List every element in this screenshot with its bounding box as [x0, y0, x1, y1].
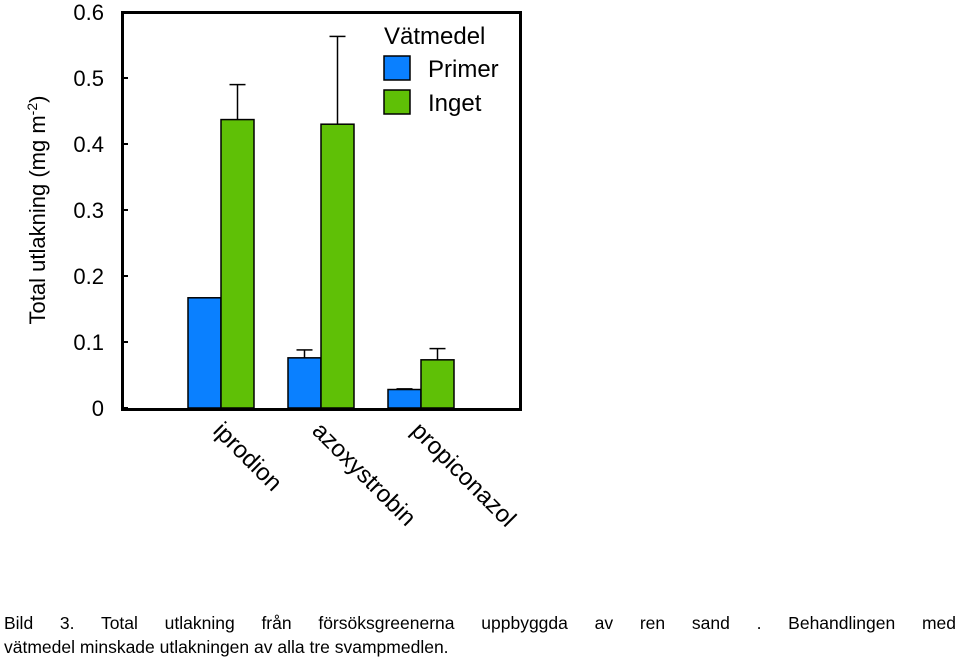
bar-primer-iprodion	[187, 297, 222, 409]
y-tick-label: 0	[92, 396, 104, 421]
y-axis-title-superscript: -2	[24, 103, 40, 116]
svg-text:Total utlakning (mg m-2): Total utlakning (mg m-2)	[24, 96, 50, 325]
bar-primer-azoxystrobin	[287, 357, 322, 409]
legend-title: Vätmedel	[384, 23, 485, 50]
bar-chart: Total utlakning (mg m-2) 0 0.1 0.2 0.3 0.4 0.…	[24, 0, 522, 532]
legend-swatch-inget	[383, 89, 411, 115]
y-tick-label: 0.2	[73, 264, 104, 289]
caption-line-1: Bild 3. Total utlakning från försöksgree…	[4, 613, 956, 633]
y-tick-label: 0.6	[73, 0, 104, 25]
y-axis-title-close: )	[25, 96, 50, 103]
figure-caption: Bild 3. Total utlakning från försöksgree…	[4, 611, 956, 659]
bar-inget-azoxystrobin	[320, 123, 355, 409]
legend-swatch-primer	[383, 55, 411, 81]
y-tick-label: 0.4	[73, 132, 104, 157]
y-tick-label: 0.1	[73, 330, 104, 355]
legend-label-inget: Inget	[428, 90, 482, 117]
legend: Vätmedel Primer Inget	[383, 23, 499, 117]
y-axis-title-text: Total utlakning (mg m	[25, 115, 50, 324]
caption-line-2: vätmedel minskade utlakningen av alla tr…	[4, 637, 449, 657]
y-tick-label: 0.5	[73, 66, 104, 91]
bar-inget-iprodion	[220, 118, 255, 409]
y-tick-label: 0.3	[73, 198, 104, 223]
x-tick-label-iprodion: iprodion	[208, 417, 287, 496]
x-tick-label-azoxystrobin: azoxystrobin	[307, 417, 421, 531]
x-tick-label-propiconazol: propiconazol	[406, 417, 521, 532]
bar-primer-propiconazol	[387, 388, 422, 409]
bar-inget-propiconazol	[420, 359, 455, 409]
legend-label-primer: Primer	[428, 56, 499, 83]
plot-frame	[121, 11, 522, 411]
y-axis-title: Total utlakning (mg m-2)	[24, 96, 50, 325]
